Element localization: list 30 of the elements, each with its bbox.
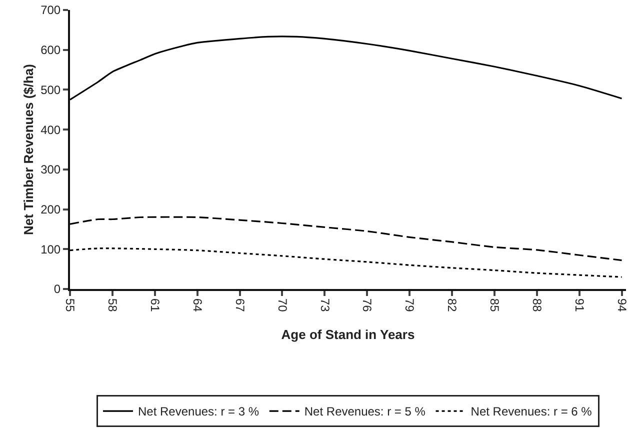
x-tick-label: 61	[148, 298, 162, 312]
y-tick-label: 600	[40, 43, 61, 58]
x-tick-label: 67	[232, 298, 247, 312]
x-tick-label: 73	[318, 298, 332, 312]
legend-label: Net Revenues: r = 5 %	[304, 404, 426, 419]
x-tick-label: 91	[572, 298, 586, 312]
y-tick-label: 400	[40, 122, 61, 137]
y-tick-label: 100	[40, 242, 61, 256]
y-tick-label: 200	[40, 202, 61, 216]
x-tick-label: 85	[488, 298, 502, 312]
y-axis-title: Net Timber Revenues ($/ha)	[21, 64, 36, 235]
line-series	[70, 36, 623, 100]
y-tick-label: 700	[40, 3, 61, 18]
y-tick-label: 0	[54, 282, 61, 296]
x-tick-label: 79	[402, 298, 417, 312]
x-tick-label: 88	[530, 298, 544, 312]
legend-label: Net Revenues: r = 6 %	[470, 404, 592, 419]
x-tick-label: 82	[445, 298, 460, 312]
x-tick-label: 76	[360, 298, 374, 312]
x-tick-label: 55	[63, 298, 78, 312]
x-tick-label: 94	[614, 298, 629, 312]
line-series	[70, 216, 623, 262]
legend-label: Net Revenues: r = 3 %	[138, 404, 260, 419]
x-tick-label: 64	[190, 298, 204, 312]
x-axis-title: Age of Stand in Years	[281, 327, 415, 342]
y-tick-label: 300	[40, 162, 61, 177]
line-series	[70, 248, 623, 278]
x-tick-label: 58	[106, 298, 120, 312]
x-tick-label: 70	[275, 298, 290, 312]
y-tick-label: 500	[40, 82, 61, 97]
